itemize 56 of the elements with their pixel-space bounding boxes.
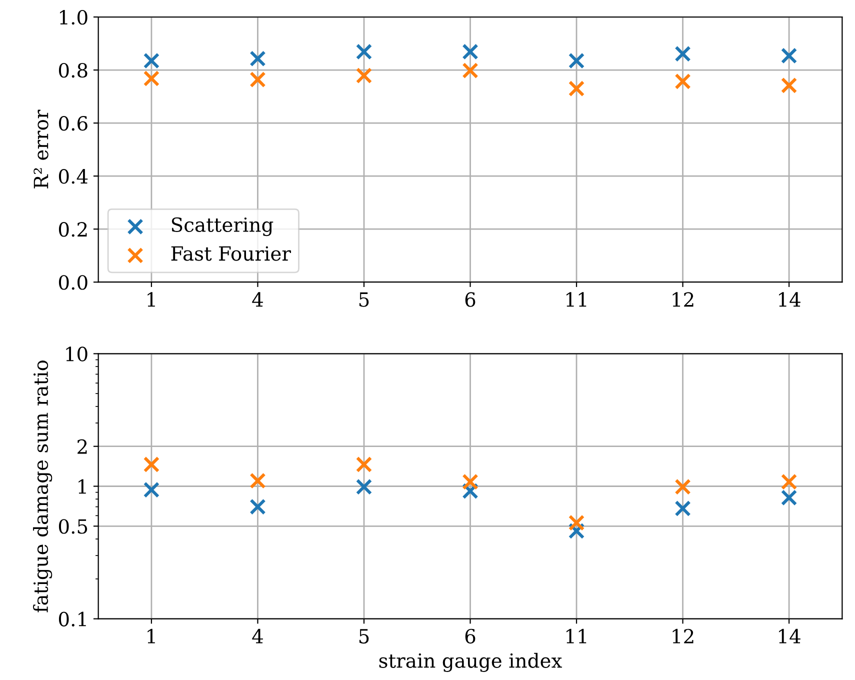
point — [780, 490, 798, 506]
x-tick-label: 6 — [465, 628, 476, 644]
x-tick-label: 6 — [465, 292, 476, 307]
point — [143, 482, 160, 498]
y-tick-label: 2 — [78, 439, 87, 454]
x-tick-label: 14 — [779, 628, 800, 644]
x-tick-label: 12 — [672, 628, 694, 644]
legend-label: Scattering — [172, 217, 274, 236]
point — [356, 67, 372, 84]
point — [568, 52, 585, 69]
point — [462, 62, 478, 79]
y-tick-label: 1 — [78, 479, 86, 494]
point — [568, 514, 585, 531]
point — [250, 50, 266, 67]
point — [462, 44, 478, 60]
y-tick-label: 1.0 — [60, 10, 88, 25]
x-tick-label: 12 — [672, 292, 694, 307]
y-tick-label: 0.2 — [58, 222, 87, 237]
x-tick-label: 14 — [779, 292, 800, 307]
x-tick-label: 11 — [566, 628, 586, 644]
x-tick-label: 11 — [566, 292, 586, 307]
point — [143, 70, 160, 87]
point — [356, 478, 372, 495]
legend-label: Fast Fourier — [171, 246, 291, 261]
point — [674, 500, 691, 517]
point — [356, 44, 372, 60]
point — [356, 456, 372, 473]
point — [568, 80, 585, 97]
y-tick-label: 0.6 — [58, 116, 88, 131]
y-tick-label: 0.8 — [58, 62, 88, 78]
y-tick-label: 0.0 — [58, 275, 88, 290]
y-axis-title: R² error — [34, 110, 48, 188]
point — [250, 498, 266, 515]
x-axis-title: strain gauge index — [379, 652, 562, 672]
y-axis-title: fatigue damage sum ratio — [33, 360, 52, 612]
y-tick-label: 10 — [66, 346, 88, 362]
y-tick-label: 0.5 — [58, 519, 88, 534]
x-tick-label: 4 — [252, 292, 263, 307]
point — [780, 474, 798, 490]
x-tick-label: 4 — [252, 628, 263, 644]
point — [462, 474, 478, 490]
x-tick-label: 5 — [359, 292, 369, 307]
point — [780, 77, 798, 94]
point — [250, 472, 266, 489]
x-tick-label: 5 — [359, 629, 369, 644]
point — [250, 71, 266, 88]
point — [143, 52, 160, 69]
point — [674, 46, 691, 62]
point — [780, 48, 798, 64]
x-tick-label: 1 — [148, 292, 155, 307]
y-tick-label: 0.1 — [58, 612, 86, 626]
x-tick-label: 1 — [148, 628, 155, 644]
point — [143, 456, 160, 473]
y-tick-label: 0.4 — [58, 169, 88, 184]
point — [674, 478, 691, 495]
point — [674, 73, 691, 90]
